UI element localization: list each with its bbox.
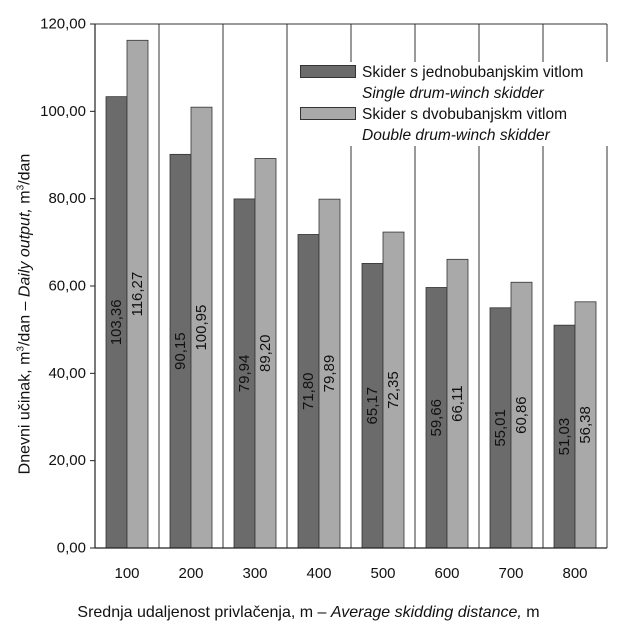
y-tick-label: 20,00 <box>48 452 86 469</box>
x-tick-label: 100 <box>114 565 139 582</box>
legend: Skider s jednobubanjskim vitlom Single d… <box>300 62 610 146</box>
data-label-single-300: 79,94 <box>236 355 253 393</box>
data-label-double-300: 89,20 <box>257 334 274 372</box>
legend-label-double-en: Double drum-winch skidder <box>362 127 550 144</box>
legend-swatch-double <box>300 107 356 120</box>
data-label-double-400: 79,89 <box>321 355 338 393</box>
data-label-double-600: 66,11 <box>449 385 466 421</box>
data-label-double-700: 60,86 <box>513 396 530 434</box>
legend-label-single: Skider s jednobubanjskim vitlom <box>362 64 584 81</box>
data-label-single-800: 51,03 <box>556 418 573 456</box>
x-tick-label: 400 <box>306 565 331 582</box>
data-label-double-200: 100,95 <box>193 305 210 351</box>
legend-item-double: Skider s dvobubanjskm vitlom Double drum… <box>300 104 610 146</box>
data-label-single-200: 90,15 <box>172 332 189 370</box>
bars <box>105 39 597 549</box>
data-label-single-600: 59,66 <box>428 399 445 437</box>
y-axis-title: Dnevni učinak, m3/dan – Daily output, m3… <box>15 153 34 475</box>
data-label-single-400: 71,80 <box>300 372 317 410</box>
x-tick-label: 300 <box>242 565 267 582</box>
legend-label-double: Skider s dvobubanjskm vitlom <box>362 106 568 123</box>
y-tick-labels: 0,00 20,00 40,00 60,00 80,00 100,00 120,00 <box>40 16 86 557</box>
x-axis-title: Srednja udaljenost privlačenja, m – Aver… <box>77 604 540 621</box>
legend-swatch-single <box>300 65 356 78</box>
y-tick-label: 40,00 <box>48 365 86 382</box>
x-tick-label: 600 <box>434 565 459 582</box>
x-tick-label: 800 <box>562 565 587 582</box>
x-tick-label: 500 <box>370 565 395 582</box>
data-label-double-500: 72,35 <box>385 371 402 409</box>
data-label-double-800: 56,38 <box>577 406 594 444</box>
data-label-single-700: 55,01 <box>492 409 509 447</box>
legend-label-single-en: Single drum-winch skidder <box>362 85 544 102</box>
data-label-single-100: 103,36 <box>108 299 125 345</box>
y-tick-label: 80,00 <box>48 190 86 207</box>
y-tick-label: 100,00 <box>40 103 86 120</box>
y-tick-label: 0,00 <box>57 540 86 557</box>
x-tick-labels: 100 200 300 400 500 600 700 800 <box>114 565 587 582</box>
y-tick-label: 120,00 <box>40 16 86 33</box>
data-label-single-500: 65,17 <box>364 387 381 425</box>
x-tick-label: 700 <box>498 565 523 582</box>
data-label-double-100: 116,27 <box>129 272 146 317</box>
x-tick-label: 200 <box>178 565 203 582</box>
legend-item-single: Skider s jednobubanjskim vitlom Single d… <box>300 62 610 104</box>
y-tick-label: 60,00 <box>48 278 86 295</box>
axes <box>90 23 607 549</box>
